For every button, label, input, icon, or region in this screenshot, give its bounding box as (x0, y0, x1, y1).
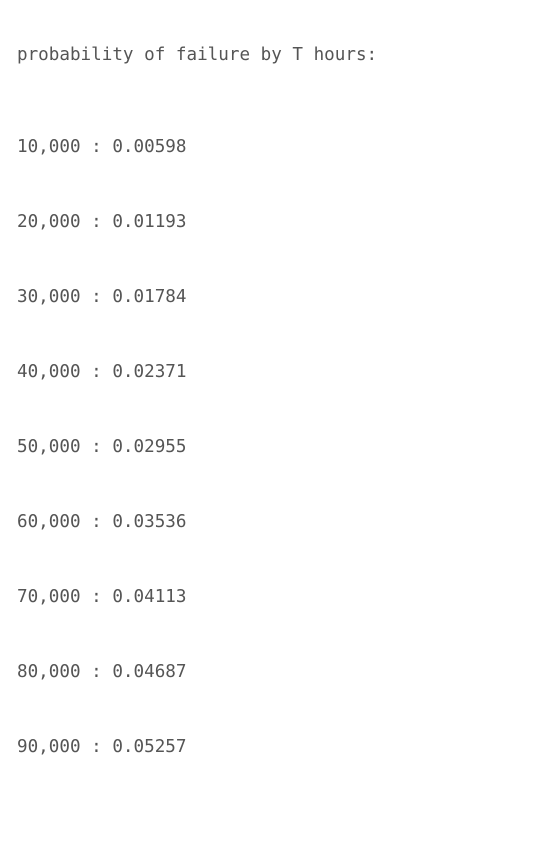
row-separator: : (80, 512, 113, 532)
row-hours: 80,000 (17, 662, 81, 682)
row-separator: : (80, 662, 113, 682)
row-hours: 10,000 (17, 137, 81, 157)
probability-row: 30,000 : 0.01784 (17, 280, 547, 315)
row-separator: : (80, 362, 113, 382)
row-probability: 0.00598 (112, 137, 187, 157)
row-separator: : (80, 137, 113, 157)
row-probability: 0.04687 (112, 662, 187, 682)
row-hours: 30,000 (17, 287, 81, 307)
console-output: probability of failure by T hours: 10,00… (17, 0, 547, 850)
probability-row: 80,000 : 0.04687 (17, 655, 547, 690)
row-separator: : (80, 212, 113, 232)
row-separator: : (80, 587, 113, 607)
row-hours: 40,000 (17, 362, 81, 382)
row-separator: : (80, 287, 113, 307)
probability-row: 20,000 : 0.01193 (17, 205, 547, 240)
row-hours: 70,000 (17, 587, 81, 607)
row-probability: 0.02371 (112, 362, 187, 382)
probability-row: 40,000 : 0.02371 (17, 355, 547, 390)
probability-row: 60,000 : 0.03536 (17, 505, 547, 540)
row-probability: 0.01784 (112, 287, 187, 307)
probability-row: 90,000 : 0.05257 (17, 730, 547, 765)
row-separator: : (80, 737, 113, 757)
row-hours: 50,000 (17, 437, 81, 457)
row-probability: 0.04113 (112, 587, 187, 607)
probability-row: 70,000 : 0.04113 (17, 580, 547, 615)
output-header: probability of failure by T hours: (17, 45, 378, 65)
row-probability: 0.01193 (112, 212, 187, 232)
blank-line (17, 825, 547, 850)
probability-row: 50,000 : 0.02955 (17, 430, 547, 465)
row-probability: 0.03536 (112, 512, 187, 532)
row-hours: 60,000 (17, 512, 81, 532)
row-hours: 90,000 (17, 737, 81, 757)
row-probability: 0.02955 (112, 437, 187, 457)
row-hours: 20,000 (17, 212, 81, 232)
probability-row: 10,000 : 0.00598 (17, 130, 547, 165)
row-separator: : (80, 437, 113, 457)
row-probability: 0.05257 (112, 737, 187, 757)
